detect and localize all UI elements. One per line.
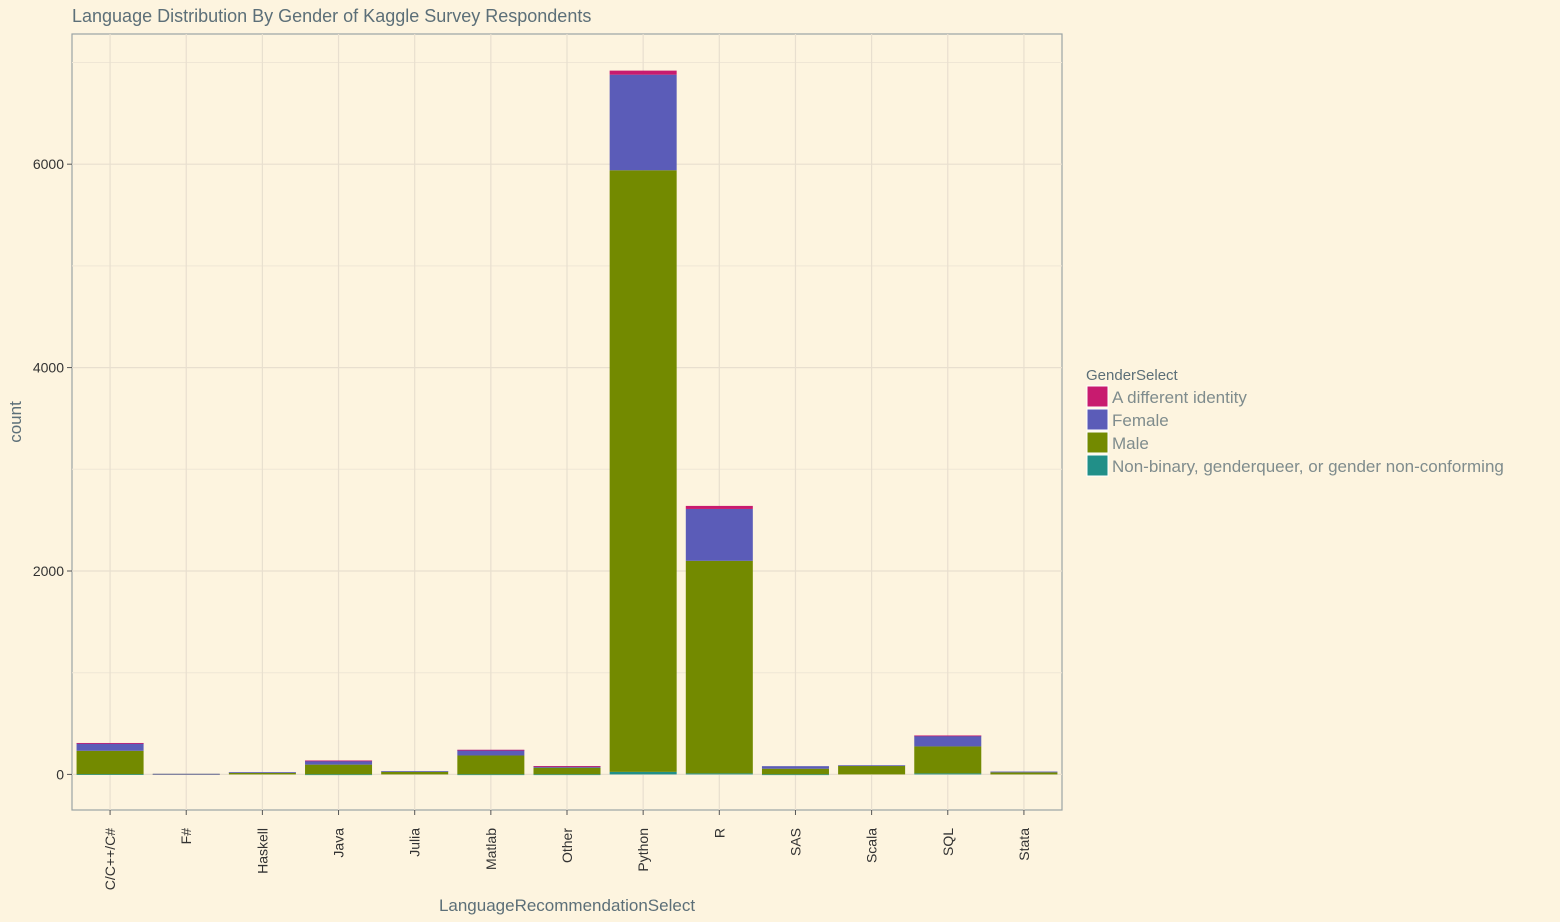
x-tick-label: Stata [1016, 828, 1032, 861]
grid-lines [72, 34, 1062, 810]
bar-segment [381, 771, 449, 772]
bar-segment [228, 772, 296, 775]
x-tick-label: F# [178, 828, 194, 845]
bar-segment [305, 760, 373, 765]
bar-segment [381, 771, 449, 775]
bar-segment [761, 766, 829, 769]
bar-segment [609, 74, 677, 171]
bar-segment [76, 750, 144, 775]
x-tick-label: R [711, 828, 727, 838]
legend-label: Male [1112, 434, 1149, 453]
x-tick-label: SQL [940, 828, 956, 856]
bar-segment [457, 749, 525, 756]
x-tick-label: SAS [787, 828, 803, 856]
y-axis: 0 2000 4000 6000 [33, 156, 72, 782]
bar-segment [761, 768, 829, 775]
x-tick-label: C/C++/C# [102, 828, 118, 890]
bar-segment [914, 746, 982, 774]
bar-segment [838, 765, 906, 767]
bar-segment [533, 767, 601, 775]
bar-segment [305, 764, 373, 775]
legend-label: A different identity [1112, 388, 1247, 407]
x-tick-label: Julia [407, 828, 423, 857]
legend-swatch [1086, 454, 1109, 477]
legend-swatch [1086, 385, 1109, 408]
bar-segment [838, 765, 906, 775]
bar-segment [914, 735, 982, 747]
x-tick-label: Java [331, 828, 347, 858]
bar-segment [761, 774, 829, 776]
legend-swatch [1086, 408, 1109, 431]
bar-segment [76, 742, 144, 744]
bar-segment [685, 508, 753, 561]
y-tick-label: 2000 [33, 563, 64, 579]
legend-label: Female [1112, 411, 1169, 430]
bar-segment [457, 755, 525, 775]
x-tick-label: Matlab [483, 828, 499, 870]
bar-segment [305, 760, 373, 762]
bar-segment [609, 771, 677, 775]
legend-label: Non-binary, genderqueer, or gender non-c… [1112, 457, 1504, 476]
bar-segment [685, 505, 753, 509]
bars [76, 70, 1058, 776]
x-tick-label: Scala [864, 828, 880, 863]
y-tick-label: 4000 [33, 360, 64, 376]
chart-title: Language Distribution By Gender of Kaggl… [72, 6, 591, 26]
legend: GenderSelect A different identity Female M… [1086, 367, 1504, 477]
bar-segment [457, 774, 525, 776]
legend-title: GenderSelect [1086, 367, 1179, 384]
y-tick-label: 6000 [33, 156, 64, 172]
bar-segment [914, 773, 982, 775]
bar-segment [990, 771, 1058, 773]
bar-segment [228, 772, 296, 773]
bar-segment [685, 560, 753, 774]
legend-swatch [1086, 431, 1109, 454]
bar-segment [914, 735, 982, 737]
bar-segment [305, 774, 373, 776]
x-tick-label: Python [635, 828, 651, 872]
bar-segment [76, 743, 144, 751]
bar-segment [533, 774, 601, 776]
x-axis-title: LanguageRecommendationSelect [439, 896, 695, 915]
bar-segment [533, 766, 601, 768]
bar-segment [533, 766, 601, 767]
x-tick-label: Haskell [254, 828, 270, 874]
bar-segment [457, 749, 525, 751]
x-tick-label: Other [559, 828, 575, 863]
bar-segment [609, 70, 677, 75]
y-tick-label: 0 [56, 766, 64, 782]
bar-segment [990, 772, 1058, 775]
x-axis: C/C++/C# F# Haskell Java Julia Matlab Other Pyt… [102, 810, 1032, 890]
bar-segment [685, 773, 753, 775]
bar-segment [609, 170, 677, 772]
bar-segment [152, 773, 220, 775]
y-axis-title: count [6, 401, 25, 443]
bar-segment [76, 774, 144, 776]
